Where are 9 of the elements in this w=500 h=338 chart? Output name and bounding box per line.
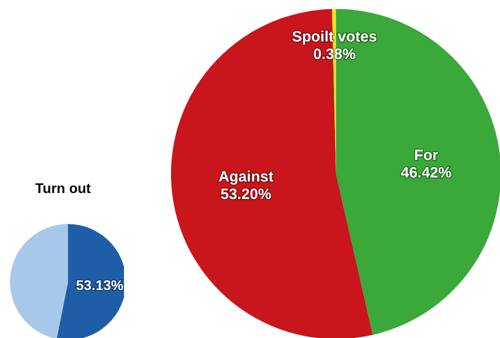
data-label: 46.42% [400,164,452,181]
slice-label: For [414,146,438,164]
data-label: 0.38% [313,45,356,62]
data-label: 53.13% [76,277,124,294]
slice-label: Against [218,168,274,186]
pie-slice [10,224,68,338]
chart-title: Turn out [34,180,92,196]
data-label: 53.20% [220,185,272,202]
pie-slice [56,224,124,338]
